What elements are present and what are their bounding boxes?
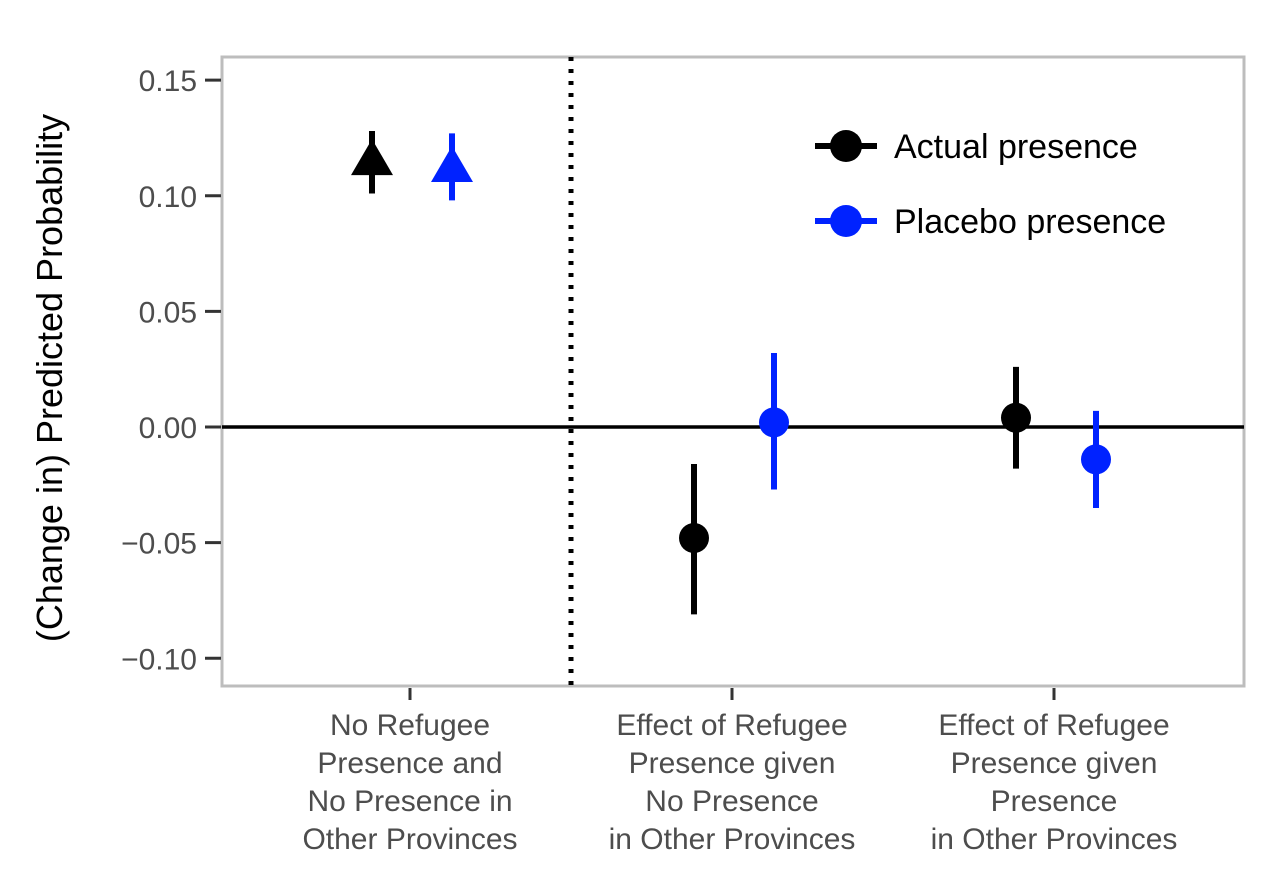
x-category-label-line: Presence and (317, 747, 502, 780)
legend-key-marker (830, 205, 862, 237)
x-category-label-line: Other Provinces (302, 823, 517, 856)
x-category-label: Effect of Refugee Presence given No Presen… (609, 709, 856, 856)
y-tick-label: 0.00 (139, 412, 197, 445)
x-category-label-line: Effect of Refugee (616, 709, 847, 742)
y-tick-label: −0.05 (121, 528, 197, 561)
y-tick-label: 0.10 (139, 181, 197, 214)
x-category-label-line: Effect of Refugee (938, 709, 1169, 742)
plot-panel (220, 55, 1246, 688)
data-point-circle (1001, 402, 1031, 433)
x-category-label-line: in Other Provinces (931, 823, 1178, 856)
data-point-circle (1081, 444, 1111, 475)
data-point-triangle (351, 139, 393, 176)
x-category-label-line: Presence given (951, 747, 1158, 780)
legend-label: Actual presence (894, 128, 1138, 166)
x-category-label-line: Presence given (629, 747, 836, 780)
data-point-circle (679, 523, 709, 553)
legend-key-marker (830, 130, 862, 162)
x-category-label-line: No Presence in (307, 785, 512, 818)
data-point-circle (759, 407, 789, 438)
x-category-label: Effect of Refugee Presence given Presence i… (931, 709, 1178, 856)
x-category-label-line: No Presence (645, 785, 818, 818)
x-category-label-line: in Other Provinces (609, 823, 856, 856)
y-axis: −0.10 −0.05 0.00 0.05 0.10 0.15 (121, 65, 221, 676)
y-tick-label: 0.05 (139, 296, 197, 329)
x-category-label-line: Presence (991, 785, 1118, 818)
y-tick-label: −0.10 (121, 643, 197, 676)
x-category-label: No Refugee Presence and No Presence in Othe… (302, 709, 517, 856)
x-category-label-line: No Refugee (330, 709, 490, 742)
reference-lines (222, 57, 1244, 686)
data-marks (351, 131, 1111, 615)
y-axis-title: (Change in) Predicted Probability (29, 114, 70, 642)
data-point-triangle (431, 146, 473, 182)
x-axis: No Refugee Presence and No Presence in Othe… (302, 688, 1177, 856)
legend: Actual presence Placebo presence (815, 128, 1166, 241)
y-tick-label: 0.15 (139, 65, 197, 98)
legend-label: Placebo presence (894, 203, 1166, 241)
